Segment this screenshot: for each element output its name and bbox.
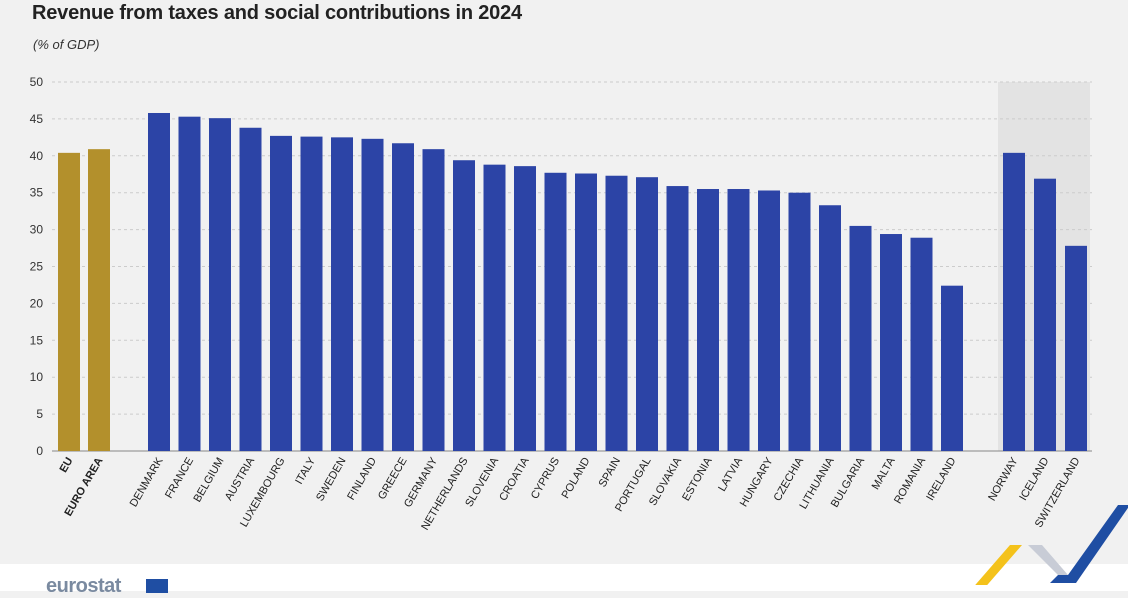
y-tick-label: 0 — [36, 444, 43, 458]
x-tick-label: MALTA — [870, 455, 898, 492]
y-tick-label: 10 — [30, 370, 44, 384]
bar-italy — [300, 136, 323, 451]
footer-band — [0, 564, 1128, 591]
y-tick-label: 20 — [30, 296, 44, 310]
x-tick-label: POLAND — [560, 455, 593, 500]
x-tick-label: SPAIN — [597, 455, 624, 489]
bar-ireland — [941, 285, 963, 451]
x-tick-label: CROATIA — [497, 455, 532, 503]
x-tick-label: ICELAND — [1017, 455, 1051, 502]
yellow-stripe — [975, 545, 1022, 585]
bar-portugal — [636, 177, 658, 451]
y-tick-label: 35 — [30, 186, 44, 200]
y-tick-label: 30 — [30, 223, 44, 237]
x-tick-label: DENMARK — [128, 455, 166, 509]
x-tick-label: IRELAND — [924, 455, 958, 502]
bar-czechia — [788, 192, 811, 451]
bar-slovenia — [483, 164, 506, 451]
x-tick-label: GREECE — [376, 456, 410, 502]
x-tick-label: EU — [58, 455, 76, 474]
bar-finland — [361, 138, 384, 452]
x-tick-label: BELGIUM — [191, 456, 226, 505]
bar-belgium — [209, 118, 231, 452]
eu-flag-icon — [146, 579, 168, 593]
x-tick-label: FRANCE — [163, 456, 196, 501]
bar-germany — [422, 149, 445, 451]
bar-france — [178, 116, 201, 451]
bar-eu — [58, 152, 80, 451]
bar-sweden — [331, 137, 353, 451]
chart-title: Revenue from taxes and social contributi… — [32, 2, 522, 24]
x-tick-label: CYPRUS — [529, 456, 562, 502]
y-tick-label: 5 — [36, 407, 43, 421]
bar-poland — [575, 173, 597, 451]
x-tick-label: CZECHIA — [772, 455, 807, 503]
x-tick-label: LATVIA — [716, 455, 745, 494]
bar-netherlands — [453, 160, 475, 451]
bar-malta — [880, 234, 902, 451]
y-tick-label: 15 — [30, 333, 44, 347]
bar-norway — [1003, 152, 1025, 451]
chart-subtitle: (% of GDP) — [33, 37, 100, 52]
x-tick-label: ITALY — [293, 455, 318, 487]
bar-cyprus — [544, 172, 567, 452]
x-tick-label: ESTONIA — [680, 455, 715, 503]
bar-iceland — [1034, 178, 1056, 452]
bar-romania — [910, 237, 933, 451]
y-tick-label: 45 — [30, 112, 44, 126]
bar-latvia — [727, 189, 750, 451]
bar-slovakia — [666, 186, 689, 452]
x-tick-label: NORWAY — [986, 455, 1021, 503]
bar-luxembourg — [270, 135, 292, 451]
x-tick-label: SWEDEN — [314, 455, 349, 503]
bar-euro-area — [88, 149, 110, 451]
grey-stripe — [1028, 545, 1068, 575]
x-tick-label: AUSTRIA — [223, 455, 258, 503]
x-tick-label: FINLAND — [345, 455, 379, 502]
blue-stripe — [1050, 505, 1128, 583]
x-tick-label: ROMANIA — [892, 455, 928, 506]
bar-spain — [605, 175, 628, 451]
bar-switzerland — [1065, 245, 1087, 451]
y-tick-label: 50 — [30, 75, 44, 89]
y-tick-label: 25 — [30, 260, 44, 274]
bar-croatia — [514, 166, 536, 451]
bar-greece — [392, 143, 414, 451]
brand-stripes-decoration — [975, 505, 1128, 585]
bar-austria — [239, 127, 262, 452]
bar-estonia — [697, 189, 719, 451]
y-tick-label: 40 — [30, 149, 44, 163]
bar-bulgaria — [849, 225, 872, 451]
eurostat-logo: eurostat — [46, 575, 121, 597]
bar-denmark — [148, 112, 170, 451]
bar-hungary — [758, 190, 780, 451]
bar-lithuania — [819, 205, 841, 451]
